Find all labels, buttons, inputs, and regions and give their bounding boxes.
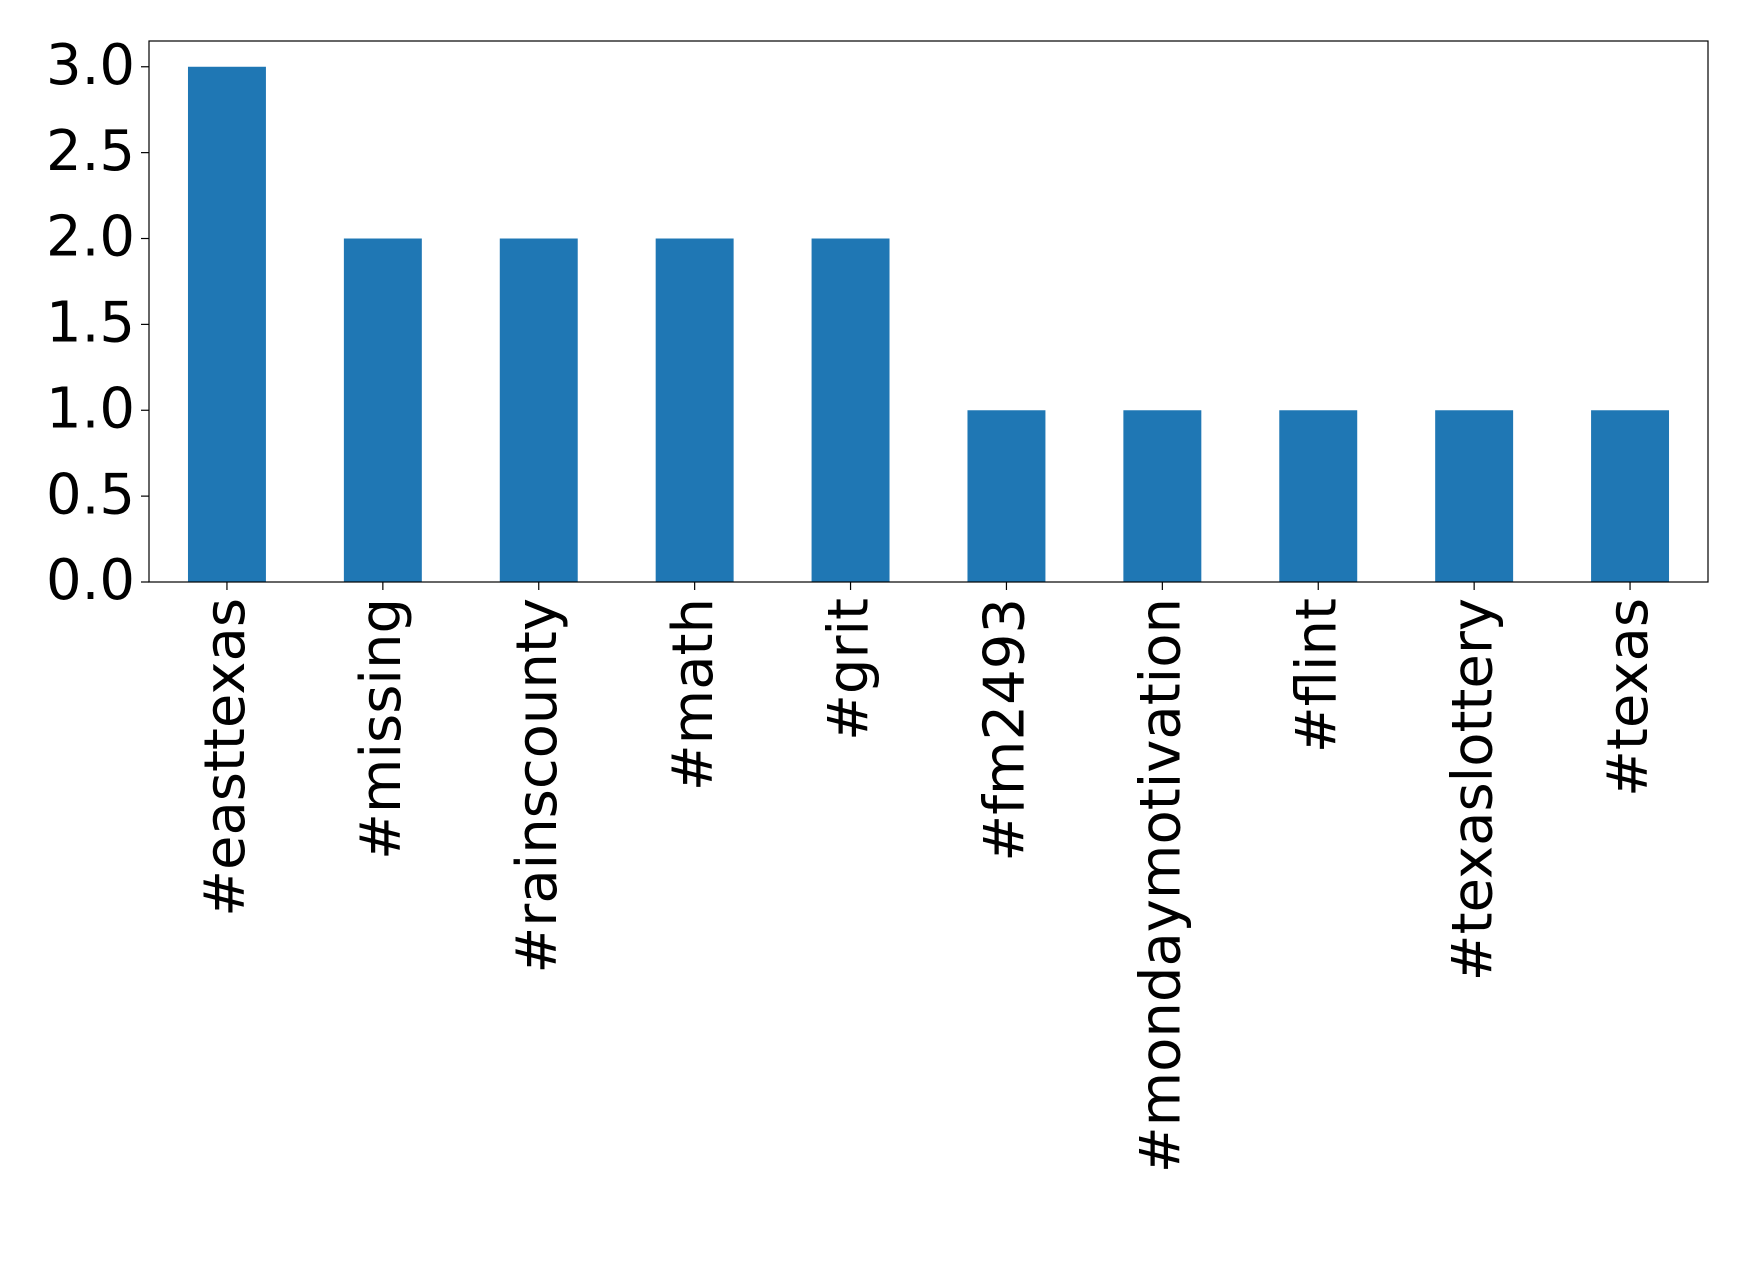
x-tick-label: #math — [661, 598, 726, 791]
x-tick-label: #flint — [1284, 598, 1349, 753]
bar — [343, 238, 422, 582]
y-tick-label: 0.0 — [46, 548, 135, 613]
x-tick-label: #fm2493 — [973, 598, 1038, 862]
bar — [187, 66, 266, 582]
x-tick-label: #easttexas — [193, 598, 258, 917]
x-tick-label: #texas — [1596, 598, 1661, 797]
y-tick-label: 2.0 — [46, 205, 135, 270]
bar — [1123, 410, 1202, 582]
bar — [1591, 410, 1670, 582]
plot-frame — [148, 40, 1709, 583]
x-tick-label: #rainscounty — [505, 598, 570, 974]
bar — [967, 410, 1046, 582]
bar — [655, 238, 734, 582]
bar — [1279, 410, 1358, 582]
x-tick-label: #missing — [349, 598, 414, 860]
y-tick-label: 1.0 — [46, 376, 135, 441]
y-tick-label: 2.5 — [46, 119, 135, 184]
bar — [811, 238, 890, 582]
x-tick-label: #mondaymotivation — [1128, 598, 1193, 1173]
y-tick-label: 1.5 — [46, 291, 135, 356]
bar — [499, 238, 578, 582]
y-tick-label: 0.5 — [46, 462, 135, 527]
bar — [1435, 410, 1514, 582]
x-tick-label: #texaslottery — [1440, 598, 1505, 981]
y-tick-label: 3.0 — [46, 33, 135, 98]
x-tick-label: #grit — [817, 598, 882, 741]
